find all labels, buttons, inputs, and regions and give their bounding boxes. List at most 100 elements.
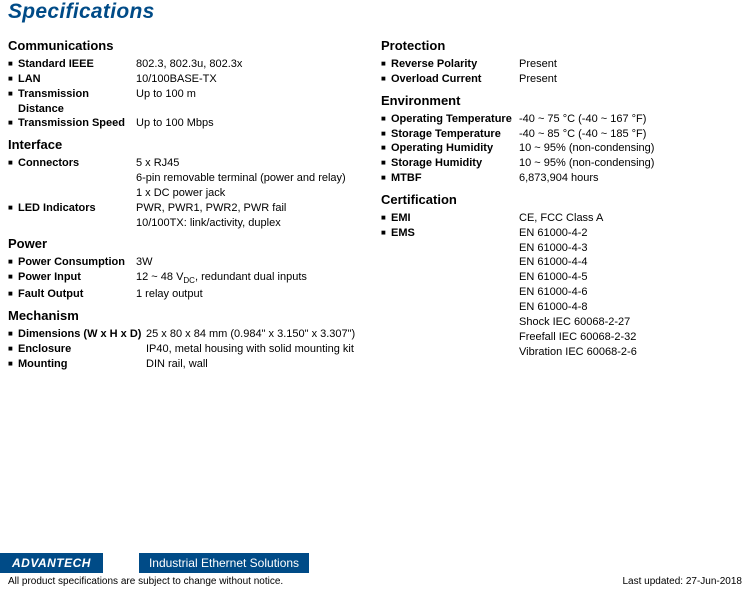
spec-value-line: Shock IEC 60068-2-27 — [519, 315, 742, 330]
spec-row: ■ EMI CE, FCC Class A — [381, 211, 742, 226]
spec-label: EMI — [391, 211, 519, 226]
bullet-icon: ■ — [381, 57, 391, 70]
spec-label: Operating Humidity — [391, 141, 519, 156]
bullet-icon: ■ — [381, 171, 391, 184]
brand-logo: ADVANTECH — [0, 553, 103, 573]
spec-value: 25 x 80 x 84 mm (0.984" x 3.150" x 3.307… — [146, 327, 369, 342]
spec-row: ■ Connectors 5 x RJ45 6-pin removable te… — [8, 156, 369, 201]
spec-value: 10 ~ 95% (non-condensing) — [519, 141, 742, 156]
spec-value-line: EN 61000-4-6 — [519, 285, 742, 300]
spec-label: Storage Humidity — [391, 156, 519, 171]
bullet-icon: ■ — [8, 327, 18, 340]
spec-value-line: EN 61000-4-8 — [519, 300, 742, 315]
section-power: Power — [8, 236, 369, 251]
section-protection: Protection — [381, 38, 742, 53]
section-environment: Environment — [381, 93, 742, 108]
bullet-icon: ■ — [381, 127, 391, 140]
spec-label: Transmission Speed — [18, 116, 136, 131]
spec-label: Mounting — [18, 357, 146, 372]
spec-value: Up to 100 m — [136, 87, 369, 102]
spec-value: -40 ~ 75 °C (-40 ~ 167 °F) — [519, 112, 742, 127]
bullet-icon: ■ — [381, 211, 391, 224]
bullet-icon: ■ — [8, 72, 18, 85]
right-column: Protection ■ Reverse Polarity Present ■ … — [381, 32, 742, 372]
spec-row: ■ Power Consumption 3W — [8, 255, 369, 270]
spec-value: 10/100BASE-TX — [136, 72, 369, 87]
spec-value-line: EN 61000-4-2 — [519, 226, 742, 241]
spec-row: ■ Mounting DIN rail, wall — [8, 357, 369, 372]
section-interface: Interface — [8, 137, 369, 152]
spec-label: Connectors — [18, 156, 136, 171]
spec-value-line: 6-pin removable terminal (power and rela… — [136, 171, 369, 186]
spec-value: 1 relay output — [136, 287, 369, 302]
spec-value-line: EN 61000-4-3 — [519, 241, 742, 256]
spec-value-part: , redundant dual inputs — [195, 271, 307, 283]
bullet-icon: ■ — [381, 141, 391, 154]
subscript: DC — [183, 276, 195, 285]
spec-row: ■ Fault Output 1 relay output — [8, 287, 369, 302]
bullet-icon: ■ — [8, 156, 18, 169]
spec-label: Power Input — [18, 270, 136, 285]
bullet-icon: ■ — [381, 112, 391, 125]
footer-gap — [103, 553, 139, 573]
spec-value: 802.3, 802.3u, 802.3x — [136, 57, 369, 72]
bullet-icon: ■ — [8, 201, 18, 214]
spec-value: DIN rail, wall — [146, 357, 369, 372]
spec-row: ■ Transmission Distance Up to 100 m — [8, 87, 369, 117]
spec-value: 12 ~ 48 VDC, redundant dual inputs — [136, 270, 369, 287]
spec-value: 10 ~ 95% (non-condensing) — [519, 156, 742, 171]
section-mechanism: Mechanism — [8, 308, 369, 323]
bullet-icon: ■ — [8, 342, 18, 355]
footer-sub: All product specifications are subject t… — [0, 573, 750, 591]
spec-value: PWR, PWR1, PWR2, PWR fail 10/100TX: link… — [136, 201, 369, 231]
spec-row: ■ Dimensions (W x H x D) 25 x 80 x 84 mm… — [8, 327, 369, 342]
bullet-icon: ■ — [8, 270, 18, 283]
spec-label: Fault Output — [18, 287, 136, 302]
section-communications: Communications — [8, 38, 369, 53]
spec-value: CE, FCC Class A — [519, 211, 742, 226]
spec-label: Overload Current — [391, 72, 519, 87]
spec-label: Operating Temperature — [391, 112, 519, 127]
spec-row: ■ Operating Temperature -40 ~ 75 °C (-40… — [381, 112, 742, 127]
spec-value: 6,873,904 hours — [519, 171, 742, 186]
page-title: Specifications — [0, 0, 750, 32]
spec-value: 3W — [136, 255, 369, 270]
spec-label: LED Indicators — [18, 201, 136, 216]
bullet-icon: ■ — [381, 226, 391, 239]
bullet-icon: ■ — [8, 357, 18, 370]
footer-bar: ADVANTECH Industrial Ethernet Solutions — [0, 553, 750, 573]
footer-disclaimer: All product specifications are subject t… — [8, 576, 283, 587]
spec-row: ■ Enclosure IP40, metal housing with sol… — [8, 342, 369, 357]
spec-label: Transmission Distance — [18, 87, 136, 117]
spec-row: ■ Operating Humidity 10 ~ 95% (non-conde… — [381, 141, 742, 156]
spec-value-line: EN 61000-4-5 — [519, 270, 742, 285]
footer-updated: Last updated: 27-Jun-2018 — [622, 576, 742, 587]
spec-row: ■ LAN 10/100BASE-TX — [8, 72, 369, 87]
spec-value: Present — [519, 72, 742, 87]
bullet-icon: ■ — [381, 72, 391, 85]
bullet-icon: ■ — [8, 87, 18, 100]
spec-value: 5 x RJ45 6-pin removable terminal (power… — [136, 156, 369, 201]
spec-row: ■ Standard IEEE 802.3, 802.3u, 802.3x — [8, 57, 369, 72]
spec-value-line: 5 x RJ45 — [136, 156, 369, 171]
spec-value-line: EN 61000-4-4 — [519, 255, 742, 270]
left-column: Communications ■ Standard IEEE 802.3, 80… — [8, 32, 369, 372]
spec-value-part: 12 ~ 48 V — [136, 271, 183, 283]
spec-value: IP40, metal housing with solid mounting … — [146, 342, 369, 357]
footer-tagline: Industrial Ethernet Solutions — [139, 553, 309, 573]
spec-label: EMS — [391, 226, 519, 241]
spec-row: ■ Storage Temperature -40 ~ 85 °C (-40 ~… — [381, 127, 742, 142]
spec-columns: Communications ■ Standard IEEE 802.3, 80… — [0, 32, 750, 372]
spec-value-line: 10/100TX: link/activity, duplex — [136, 216, 369, 231]
footer: ADVANTECH Industrial Ethernet Solutions … — [0, 553, 750, 591]
spec-value-line: Vibration IEC 60068-2-6 — [519, 345, 742, 360]
bullet-icon: ■ — [8, 116, 18, 129]
spec-value-line: Freefall IEC 60068-2-32 — [519, 330, 742, 345]
spec-value-line: PWR, PWR1, PWR2, PWR fail — [136, 201, 369, 216]
bullet-icon: ■ — [8, 255, 18, 268]
spec-row: ■ Overload Current Present — [381, 72, 742, 87]
bullet-icon: ■ — [8, 57, 18, 70]
bullet-icon: ■ — [381, 156, 391, 169]
spec-value: Up to 100 Mbps — [136, 116, 369, 131]
spec-value: Present — [519, 57, 742, 72]
